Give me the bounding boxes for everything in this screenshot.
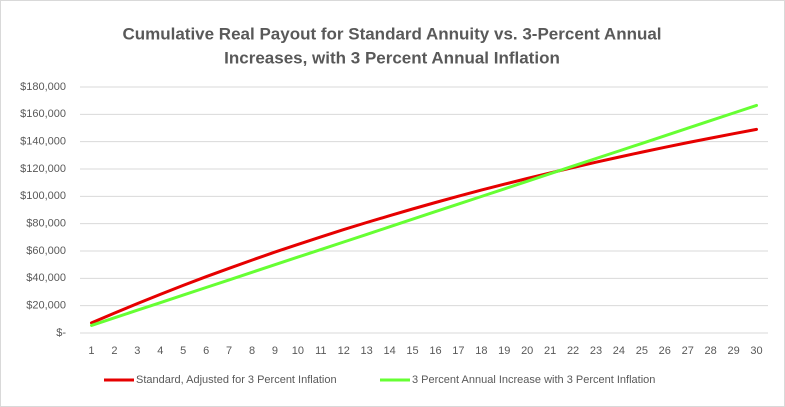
x-tick-label: 18 xyxy=(475,345,487,357)
y-tick-label: $140,000 xyxy=(20,136,66,148)
y-tick-label: $40,000 xyxy=(26,272,66,284)
y-tick-label: $160,000 xyxy=(20,108,66,120)
x-tick-label: 9 xyxy=(272,345,278,357)
x-tick-label: 4 xyxy=(157,345,163,357)
x-tick-label: 10 xyxy=(292,345,304,357)
x-tick-label: 6 xyxy=(203,345,209,357)
y-tick-label: $100,000 xyxy=(20,190,66,202)
y-tick-label: $20,000 xyxy=(26,300,66,312)
x-tick-label: 23 xyxy=(590,345,602,357)
x-tick-label: 2 xyxy=(111,345,117,357)
x-tick-label: 21 xyxy=(544,345,556,357)
x-tick-label: 29 xyxy=(727,345,739,357)
x-tick-label: 15 xyxy=(406,345,418,357)
x-tick-label: 28 xyxy=(705,345,717,357)
x-tick-label: 8 xyxy=(249,345,255,357)
x-tick-label: 26 xyxy=(659,345,671,357)
x-tick-label: 14 xyxy=(383,345,395,357)
x-tick-label: 7 xyxy=(226,345,232,357)
x-tick-label: 25 xyxy=(636,345,648,357)
x-tick-label: 30 xyxy=(750,345,762,357)
chart-title: Cumulative Real Payout for Standard Annu… xyxy=(122,24,661,43)
y-tick-label: $- xyxy=(56,327,66,339)
data-line xyxy=(90,103,758,327)
x-tick-label: 27 xyxy=(682,345,694,357)
y-tick-label: $180,000 xyxy=(20,81,66,93)
legend-label: 3 Percent Annual Increase with 3 Percent… xyxy=(412,374,655,386)
x-tick-label: 24 xyxy=(613,345,625,357)
x-tick-label: 13 xyxy=(361,345,373,357)
data-line xyxy=(90,127,758,325)
chart-title: Increases, with 3 Percent Annual Inflati… xyxy=(224,48,560,67)
y-tick-label: $60,000 xyxy=(26,245,66,257)
x-tick-label: 11 xyxy=(315,345,326,357)
x-tick-label: 16 xyxy=(429,345,441,357)
x-tick-label: 1 xyxy=(88,345,94,357)
y-tick-label: $80,000 xyxy=(26,218,66,230)
x-tick-label: 17 xyxy=(452,345,464,357)
x-tick-label: 22 xyxy=(567,345,579,357)
x-tick-label: 19 xyxy=(498,345,510,357)
x-tick-label: 12 xyxy=(338,345,350,357)
legend-label: Standard, Adjusted for 3 Percent Inflati… xyxy=(136,374,337,386)
x-tick-label: 3 xyxy=(134,345,140,357)
x-tick-label: 5 xyxy=(180,345,186,357)
y-tick-label: $120,000 xyxy=(20,163,66,175)
x-tick-label: 20 xyxy=(521,345,533,357)
